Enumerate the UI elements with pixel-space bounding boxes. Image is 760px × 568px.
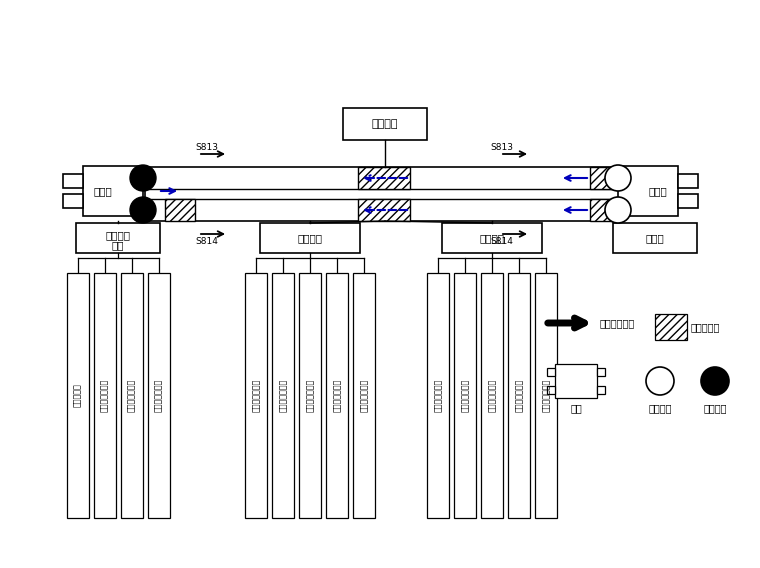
Text: S814: S814: [195, 236, 218, 245]
Circle shape: [646, 367, 674, 395]
Text: 施工竖井: 施工竖井: [372, 119, 398, 129]
Bar: [442, 223, 542, 253]
Bar: [655, 314, 687, 340]
Text: S813: S813: [195, 143, 218, 152]
Bar: [481, 273, 503, 518]
Bar: [590, 199, 618, 221]
Text: 车站: 车站: [570, 403, 582, 413]
Text: 矿山工区: 矿山工区: [480, 233, 505, 243]
Circle shape: [130, 197, 156, 223]
Text: 盾构施工作业队: 盾构施工作业队: [252, 379, 261, 412]
Text: 土方作业队: 土方作业队: [73, 383, 82, 407]
Text: 盾构工区: 盾构工区: [297, 233, 322, 243]
Text: 盾构始发: 盾构始发: [703, 403, 727, 413]
Text: 矿山配合作业队: 矿山配合作业队: [461, 379, 470, 412]
Bar: [83, 166, 143, 216]
Bar: [454, 273, 476, 518]
Text: 明挖车站: 明挖车站: [106, 230, 131, 240]
Bar: [618, 166, 678, 216]
Bar: [272, 273, 294, 518]
Text: 工区: 工区: [112, 240, 124, 250]
Text: 盾构施工作业队: 盾构施工作业队: [333, 379, 341, 412]
Bar: [121, 273, 143, 518]
Bar: [326, 273, 348, 518]
Bar: [358, 167, 410, 189]
Bar: [245, 273, 267, 518]
Bar: [67, 273, 88, 518]
Text: 矿山配合作业队: 矿山配合作业队: [541, 379, 550, 412]
Bar: [165, 199, 195, 221]
Bar: [613, 223, 697, 253]
Bar: [260, 223, 360, 253]
Circle shape: [605, 165, 631, 191]
Bar: [76, 223, 160, 253]
Bar: [547, 368, 555, 376]
Bar: [678, 174, 698, 188]
Bar: [547, 386, 555, 394]
Bar: [63, 174, 83, 188]
Text: 围护结构作业队: 围护结构作业队: [100, 379, 109, 412]
Bar: [147, 273, 169, 518]
Text: 施工垂井作业队: 施工垂井作业队: [487, 379, 496, 412]
Text: 矿山施工作业队: 矿山施工作业队: [433, 379, 442, 412]
Bar: [358, 199, 410, 221]
Text: 中新站: 中新站: [646, 233, 664, 243]
Bar: [508, 273, 530, 518]
Bar: [145, 167, 620, 221]
Text: 中间垂井作业队: 中间垂井作业队: [306, 379, 315, 412]
Circle shape: [130, 165, 156, 191]
Bar: [597, 368, 605, 376]
Circle shape: [701, 367, 729, 395]
Text: 盾构接收: 盾构接收: [648, 403, 672, 413]
Text: 镇龙站: 镇龙站: [93, 186, 112, 196]
Text: 盾构配合作业队: 盾构配合作业队: [278, 379, 287, 412]
Bar: [427, 273, 449, 518]
Bar: [535, 273, 557, 518]
Text: 矿山法隧道: 矿山法隧道: [691, 322, 720, 332]
Text: 中新站: 中新站: [648, 186, 667, 196]
Text: 防水施工作业队: 防水施工作业队: [127, 379, 136, 412]
Text: S813: S813: [490, 143, 513, 152]
Bar: [343, 108, 427, 140]
Circle shape: [605, 197, 631, 223]
Bar: [63, 194, 83, 208]
Bar: [93, 273, 116, 518]
Text: 盾构配合作业队: 盾构配合作业队: [359, 379, 369, 412]
Bar: [678, 194, 698, 208]
Bar: [299, 273, 321, 518]
Text: 盾构掘进方向: 盾构掘进方向: [600, 318, 635, 328]
Text: 结构施工作业队: 结构施工作业队: [154, 379, 163, 412]
Bar: [597, 386, 605, 394]
Bar: [353, 273, 375, 518]
Bar: [555, 364, 597, 398]
Text: 矿山施工作业队: 矿山施工作业队: [515, 379, 524, 412]
Text: S814: S814: [490, 236, 513, 245]
Bar: [590, 167, 618, 189]
